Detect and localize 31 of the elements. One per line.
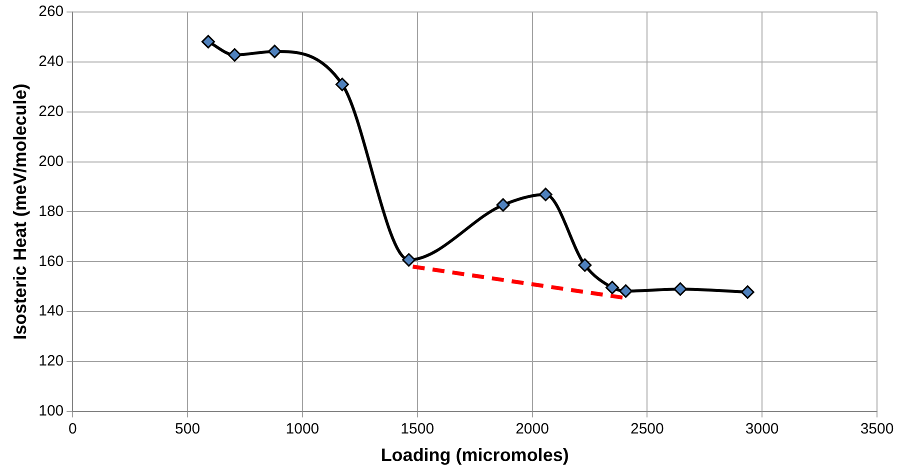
y-tick-label: 260 [38,3,64,20]
point [605,280,619,294]
point [496,198,510,212]
y-tick-label: 180 [38,202,64,220]
point [228,48,242,62]
point [619,284,633,298]
point [268,44,282,58]
y-tick-label: 100 [38,402,64,420]
point [402,253,416,267]
y-tick-label: 120 [38,352,64,370]
point [201,34,215,48]
y-axis-title: Isosteric Heat (meV/molecule) [10,84,30,340]
y-tick-label: 240 [38,53,64,70]
point [578,258,592,272]
x-tick-label: 2500 [630,420,664,438]
point [335,78,349,92]
x-tick-label: 1000 [286,420,320,438]
x-tick-label: 0 [68,420,77,438]
x-tick-label: 2000 [516,420,549,438]
point [740,285,754,299]
y-tick-label: 160 [38,252,64,270]
x-tick-label: 500 [175,420,200,438]
y-tick-label: 140 [38,302,64,320]
x-axis-title: Loading (micromoles) [380,445,569,466]
point [674,282,688,296]
x-tick-label: 3000 [745,420,779,438]
x-tick-label: 1500 [400,420,434,438]
y-tick-label: 220 [38,102,64,120]
point [538,188,552,202]
x-tick-label: 3500 [860,420,894,438]
y-tick-label: 200 [38,152,64,170]
